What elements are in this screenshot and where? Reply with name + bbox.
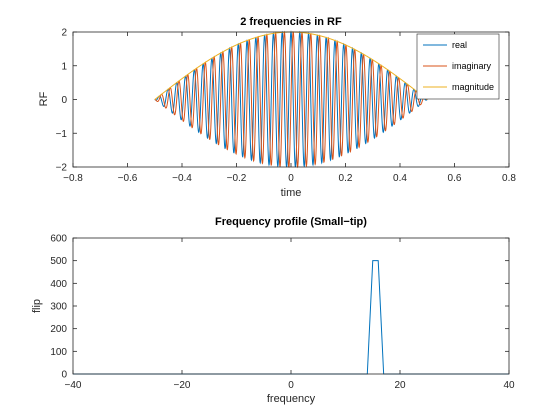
frequency-x-tick-label-2: 0 (288, 380, 294, 391)
frequency-plot-area (73, 238, 509, 374)
frequency-y-tick-label-5: 500 (50, 256, 67, 267)
rf-x-tick-label-3: −0.2 (227, 173, 247, 184)
rf-y-tick-label-0: −2 (56, 163, 68, 174)
rf-y-tick-label-2: 0 (61, 95, 67, 106)
frequency-x-tick-label-4: 40 (503, 380, 515, 391)
rf-x-tick-label-4: 0 (288, 173, 294, 184)
rf-x-tick-label-1: −0.6 (118, 173, 138, 184)
legend-real-label: real (452, 40, 467, 50)
frequency-x-axis-label: frequency (267, 393, 316, 405)
frequency-y-tick-label-3: 300 (50, 302, 67, 313)
frequency-y-axis-label: flip (31, 299, 43, 313)
frequency-x-tick-label-3: 20 (394, 380, 406, 391)
rf-x-tick-label-2: −0.4 (172, 173, 192, 184)
rf-x-tick-label-8: 0.8 (502, 173, 516, 184)
frequency-y-tick-label-2: 200 (50, 324, 67, 335)
legend-imaginary-label: imaginary (452, 61, 492, 71)
frequency-y-tick-label-4: 400 (50, 279, 67, 290)
rf-legend: real imaginary magnitude (416, 33, 500, 100)
rf-chart: 2 frequencies in RF −0.8 −0.6 −0.4 −0.2 0 0.2… (38, 16, 516, 199)
rf-x-tick-labels: −0.8 −0.6 −0.4 −0.2 0 0.2 0.4 0.6 0.8 (63, 173, 516, 184)
frequency-x-tick-label-1: −20 (174, 380, 191, 391)
rf-y-tick-label-4: 2 (61, 28, 67, 39)
frequency-y-tick-label-6: 600 (50, 234, 67, 245)
rf-y-axis-label: RF (38, 91, 50, 106)
rf-y-tick-label-3: 1 (61, 61, 67, 72)
rf-x-tick-label-7: 0.6 (448, 173, 462, 184)
frequency-y-tick-labels: 0 100 200 300 400 500 600 (50, 234, 67, 381)
frequency-y-tick-label-0: 0 (61, 370, 67, 381)
rf-axes-box (72, 31, 510, 168)
rf-x-tick-label-0: −0.8 (63, 173, 83, 184)
legend-magnitude-label: magnitude (452, 82, 494, 92)
rf-y-tick-label-1: −1 (56, 129, 68, 140)
frequency-y-tick-label-1: 100 (50, 347, 67, 358)
rf-x-tick-label-5: 0.2 (339, 173, 353, 184)
frequency-x-tick-label-0: −40 (65, 380, 82, 391)
rf-chart-title: 2 frequencies in RF (240, 16, 342, 28)
series-imaginary-line (154, 30, 428, 169)
frequency-profile-chart: Frequency profile (Small−tip) −40 −20 0 20 4… (31, 216, 515, 405)
rf-x-axis-label: time (281, 187, 302, 199)
frequency-axes-box (72, 237, 510, 375)
rf-y-tick-labels: −2 −1 0 1 2 (56, 28, 68, 174)
frequency-chart-title: Frequency profile (Small−tip) (215, 216, 367, 228)
frequency-x-tick-labels: −40 −20 0 20 40 (65, 380, 515, 391)
rf-x-tick-label-6: 0.4 (393, 173, 407, 184)
